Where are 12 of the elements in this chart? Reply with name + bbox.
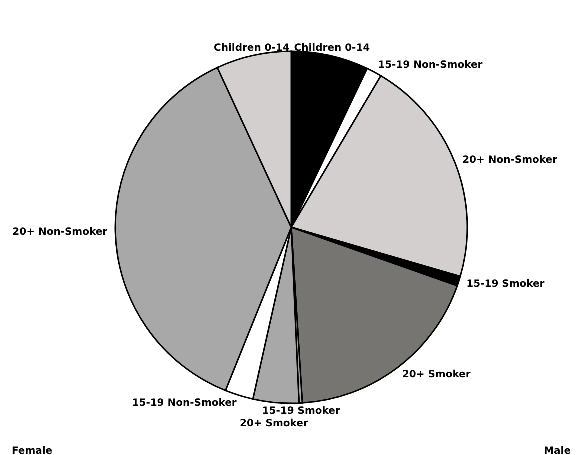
slice-label: 20+ Smoker bbox=[240, 418, 308, 430]
slice-label: 15-19 Smoker bbox=[466, 278, 545, 290]
slice-label: Children 0-14 bbox=[294, 43, 370, 54]
slice-label: 15-19 Non-Smoker bbox=[132, 398, 237, 410]
slice-label: 20+ Non-Smoker bbox=[462, 154, 558, 166]
slice-label: 15-19 Smoker bbox=[262, 406, 340, 418]
text: Female bbox=[12, 446, 53, 455]
slice-label: 20+ Non-Smoker bbox=[12, 227, 108, 238]
text: Male bbox=[544, 446, 572, 455]
slice-label: Children 0-14 bbox=[214, 42, 290, 54]
slice-label: 15-19 Non-Smoker bbox=[378, 60, 483, 72]
slice-label: 20+ Smoker bbox=[402, 369, 471, 380]
